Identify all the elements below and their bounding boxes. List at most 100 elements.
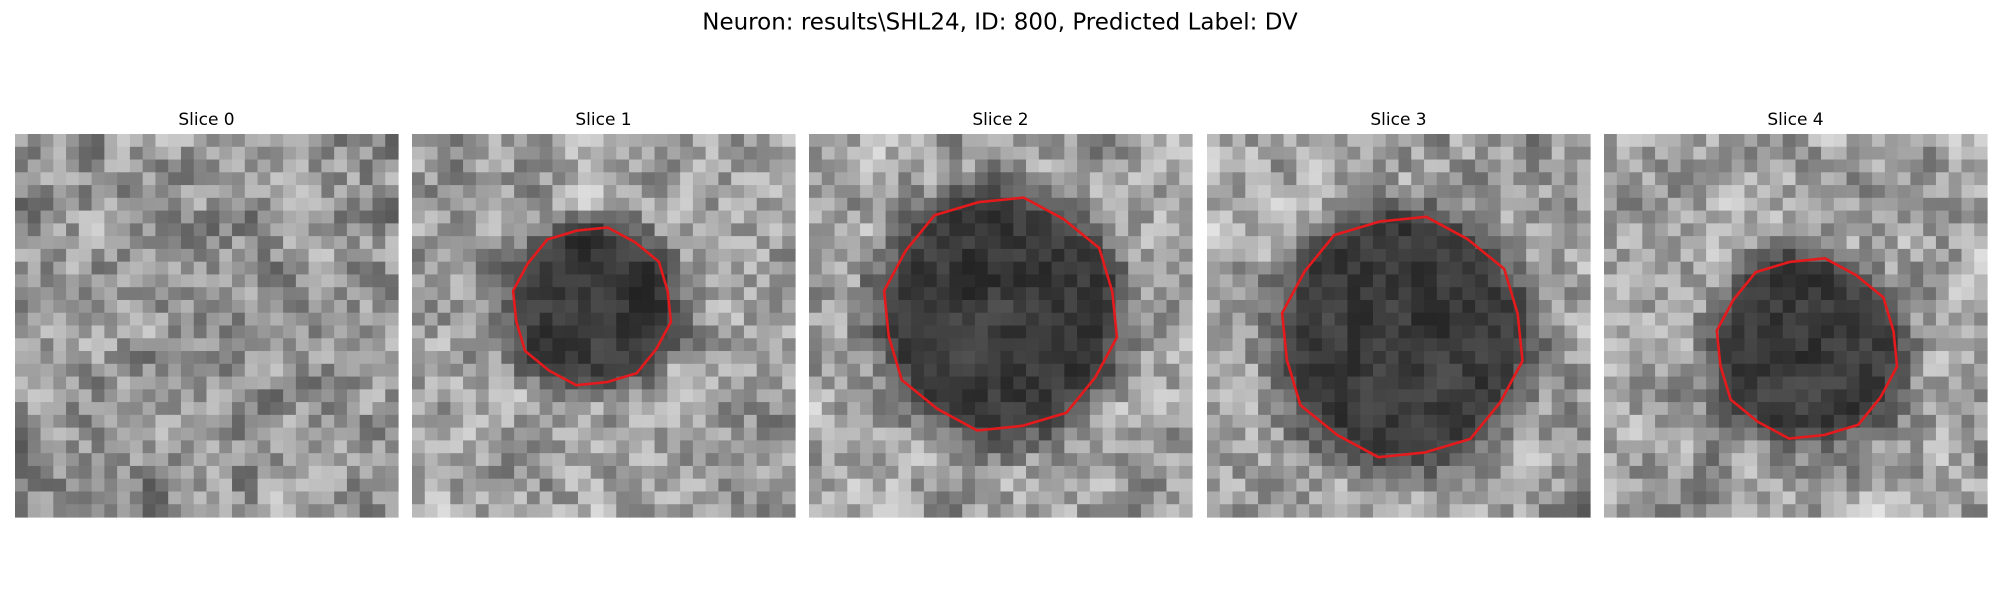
pixel [1513,197,1527,212]
pixel [539,146,554,161]
pixel [359,325,374,339]
pixel [1744,299,1758,314]
pixel [1897,312,1911,327]
pixel [1232,287,1246,301]
pixel [552,197,566,212]
pixel [385,134,399,148]
pixel [283,478,297,493]
pixel [629,453,643,467]
pixel [1077,312,1091,327]
pixel [1935,338,1950,352]
pixel [104,134,118,148]
pixel [1693,389,1707,403]
pixel [949,223,963,237]
pixel [40,185,54,199]
pixel [142,223,157,237]
pixel [1948,274,1963,288]
pixel [412,299,426,314]
pixel [1179,351,1193,365]
pixel [1655,197,1669,212]
pixel [1551,274,1566,288]
pixel [1449,299,1463,314]
pixel [1693,376,1707,390]
pixel [15,427,29,441]
pixel [155,185,169,199]
pixel [193,376,208,390]
pixel [1283,504,1297,518]
pixel [1051,274,1065,288]
pixel [731,453,745,467]
pixel [1449,185,1463,199]
pixel [1910,134,1924,148]
pixel [1026,134,1040,148]
pixel [257,236,271,250]
pixel [565,402,579,416]
pixel [206,172,220,186]
pixel [1513,312,1527,327]
pixel [104,274,118,288]
pixel [1309,402,1323,416]
panel-title: Slice 0 [178,110,234,130]
pixel [91,414,105,429]
pixel [321,351,335,365]
pixel [1884,465,1899,480]
pixel [1731,146,1746,161]
pixel [15,210,29,224]
pixel [782,197,796,212]
pixel [1115,185,1129,199]
pixel [1064,134,1078,148]
pixel [834,363,848,378]
pixel [257,453,271,467]
pixel [1577,197,1591,212]
pixel [1372,172,1387,186]
pixel [1334,363,1349,378]
pixel [565,134,579,148]
pixel [705,236,719,250]
pixel [450,504,464,518]
pixel [1064,185,1078,199]
pixel [206,236,220,250]
pixel [78,389,93,403]
pixel [283,376,297,390]
pixel [346,414,361,429]
pixel [821,363,836,378]
pixel [1642,210,1656,224]
pixel [168,236,182,250]
pixel [1577,414,1591,429]
pixel [1604,287,1618,301]
pixel [180,134,195,148]
pixel [219,504,233,518]
pixel [142,453,157,467]
pixel [206,287,220,301]
pixel [1372,491,1387,505]
pixel [1051,134,1065,148]
pixel [142,299,157,314]
pixel [488,197,502,212]
pixel [501,146,515,161]
pixel [1897,261,1911,276]
pixel [872,159,887,173]
pixel [769,402,783,416]
pixel [834,325,848,339]
pixel [180,146,195,161]
pixel [1013,134,1027,148]
pixel [257,134,271,148]
pixel [1398,172,1412,186]
pixel [1974,159,1988,173]
pixel [232,389,246,403]
pixel [1604,210,1618,224]
pixel [923,427,938,441]
pixel [1411,338,1425,352]
pixel [1526,427,1540,441]
pixel [129,197,144,212]
pixel [244,159,259,173]
pixel [168,287,182,301]
pixel [526,414,541,429]
pixel [1500,351,1514,365]
pixel [1051,402,1065,416]
pixel [1360,146,1374,161]
pixel [885,376,899,390]
pixel [1526,159,1540,173]
pixel [412,338,426,352]
pixel [1487,274,1502,288]
